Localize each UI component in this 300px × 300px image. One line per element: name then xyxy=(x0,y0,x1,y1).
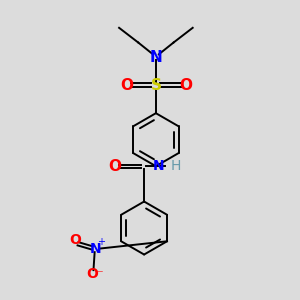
Text: +: + xyxy=(97,237,105,247)
Text: N: N xyxy=(153,159,165,173)
Text: O: O xyxy=(69,233,81,247)
Text: N: N xyxy=(149,50,162,65)
Text: ⁻: ⁻ xyxy=(96,268,102,282)
Text: O: O xyxy=(179,78,192,93)
Text: O: O xyxy=(120,78,133,93)
Text: O: O xyxy=(87,267,98,281)
Text: S: S xyxy=(150,78,161,93)
Text: O: O xyxy=(108,159,121,174)
Text: N: N xyxy=(90,242,101,256)
Text: H: H xyxy=(171,159,181,173)
